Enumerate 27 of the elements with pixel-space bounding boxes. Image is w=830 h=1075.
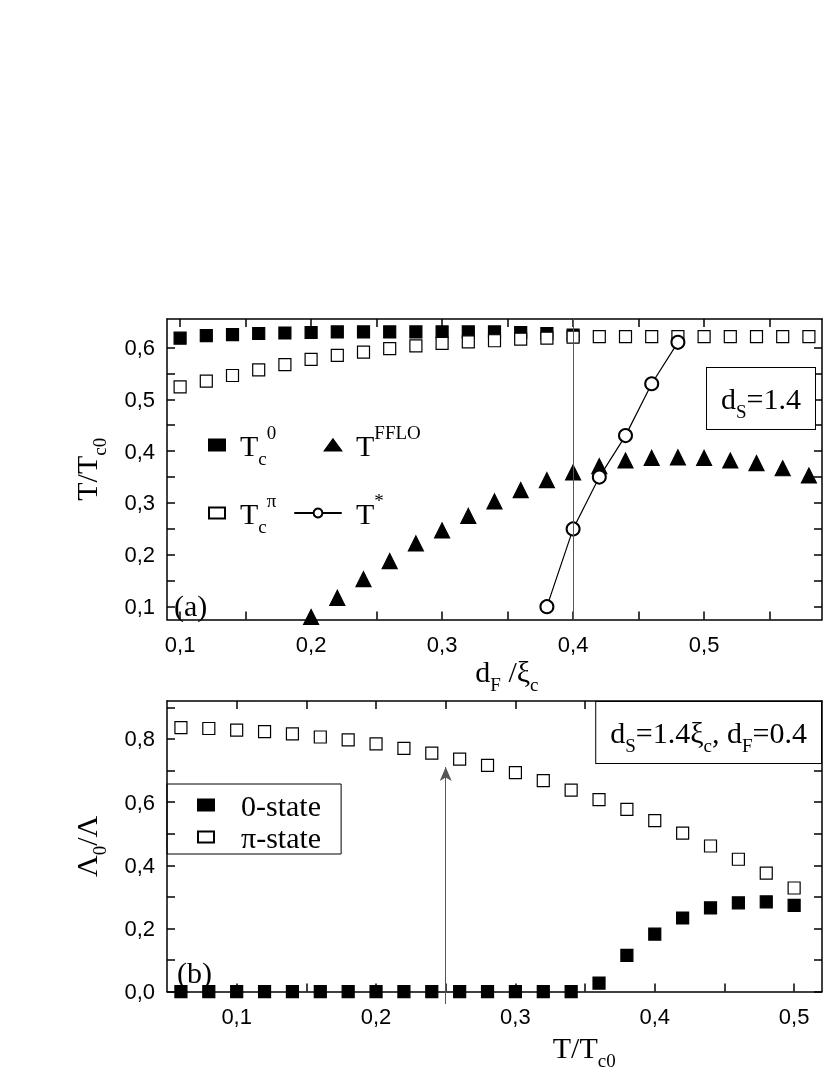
x-tick-label: 0,1: [164, 632, 196, 658]
y-tick-label: 0,0: [124, 979, 155, 1005]
y-tick-label: 0,6: [124, 335, 155, 361]
legend-label: T*: [356, 489, 384, 530]
x-tick-label: 0,3: [426, 632, 458, 658]
y-tick-label: 0,5: [124, 386, 155, 412]
x-tick-label: 0,2: [360, 1004, 392, 1030]
x-tick-label: 0,4: [639, 1004, 671, 1030]
y-tick-label: 0,6: [124, 789, 155, 815]
y-tick-label: 0,4: [124, 852, 155, 878]
legend-label: 0-state: [241, 788, 321, 822]
y-tick-label: 0,1: [124, 594, 155, 620]
y-tick-label: 0,3: [124, 490, 155, 516]
x-tick-label: 0,5: [778, 1004, 810, 1030]
y-tick-label: 0,2: [124, 542, 155, 568]
y-axis-title: T/Tc0: [70, 437, 110, 501]
y-tick-label: 0,4: [124, 438, 155, 464]
x-tick-label: 0,1: [221, 1004, 252, 1030]
annotation: (a): [174, 588, 208, 623]
y-tick-label: 0,8: [124, 726, 155, 752]
x-tick-label: 0,3: [500, 1004, 531, 1030]
x-tick-label: 0,4: [557, 632, 589, 658]
y-tick-label: 0,2: [124, 915, 155, 941]
legend-label: π-state: [241, 820, 322, 854]
x-tick-label: 0,2: [295, 632, 327, 658]
y-axis-title: Λ0/Λ: [70, 815, 110, 877]
x-tick-label: 0,5: [688, 632, 720, 658]
